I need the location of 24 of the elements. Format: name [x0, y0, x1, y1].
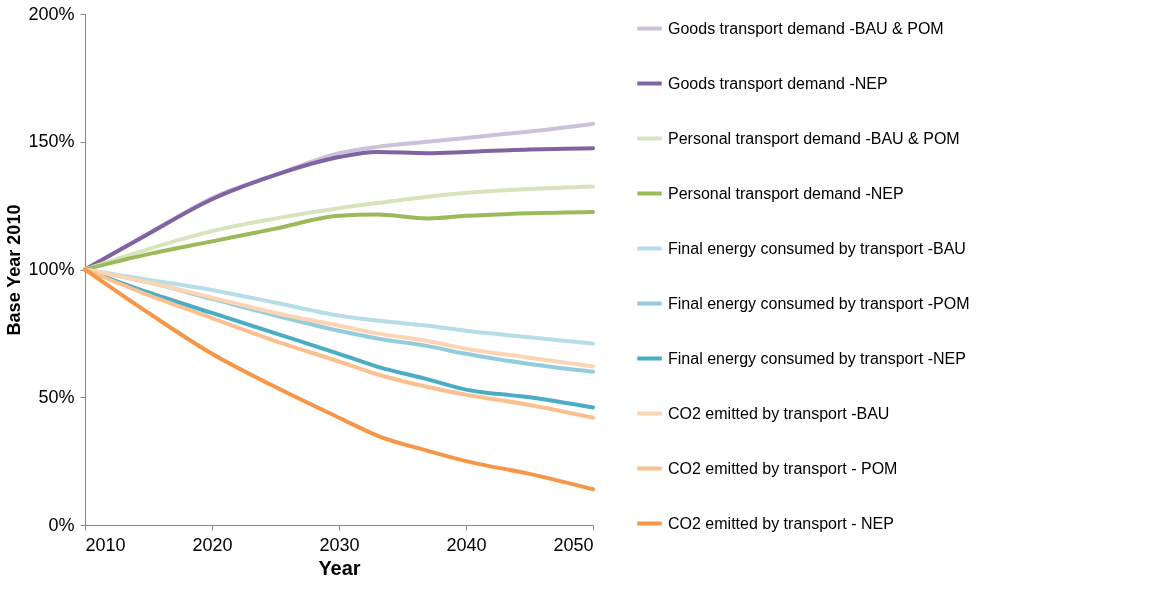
y-tick-label: 200%: [28, 3, 75, 24]
legend-label: CO2 emitted by transport - NEP: [668, 514, 894, 532]
x-tick-label: 2040: [446, 534, 487, 555]
line-series: [83, 210, 595, 272]
x-tick-label: 2050: [553, 534, 594, 555]
x-tick-label: 2030: [319, 534, 360, 555]
x-axis-title: Year: [318, 556, 361, 579]
legend-label: Goods transport demand -NEP: [668, 74, 888, 92]
y-axis-title: Base Year 2010: [4, 204, 25, 336]
legend-label: CO2 emitted by transport -BAU: [668, 404, 890, 422]
legend-label: Personal transport demand -BAU & POM: [668, 129, 960, 147]
x-tick-label: 2010: [85, 534, 126, 555]
y-tick-label: 50%: [38, 386, 75, 407]
legend-label: Final energy consumed by transport -BAU: [668, 239, 966, 257]
legend-label: Final energy consumed by transport -POM: [668, 294, 970, 312]
line-series: [83, 267, 595, 492]
y-tick-label: 0%: [48, 514, 75, 535]
legend-label: Goods transport demand -BAU & POM: [668, 19, 944, 37]
legend-label: CO2 emitted by transport - POM: [668, 459, 898, 477]
legend-label: Final energy consumed by transport -NEP: [668, 349, 966, 367]
y-tick-label: 150%: [28, 131, 75, 152]
y-tick-label: 100%: [28, 259, 75, 279]
legend-label: Personal transport demand -NEP: [668, 184, 904, 202]
x-tick-label: 2020: [192, 534, 233, 555]
